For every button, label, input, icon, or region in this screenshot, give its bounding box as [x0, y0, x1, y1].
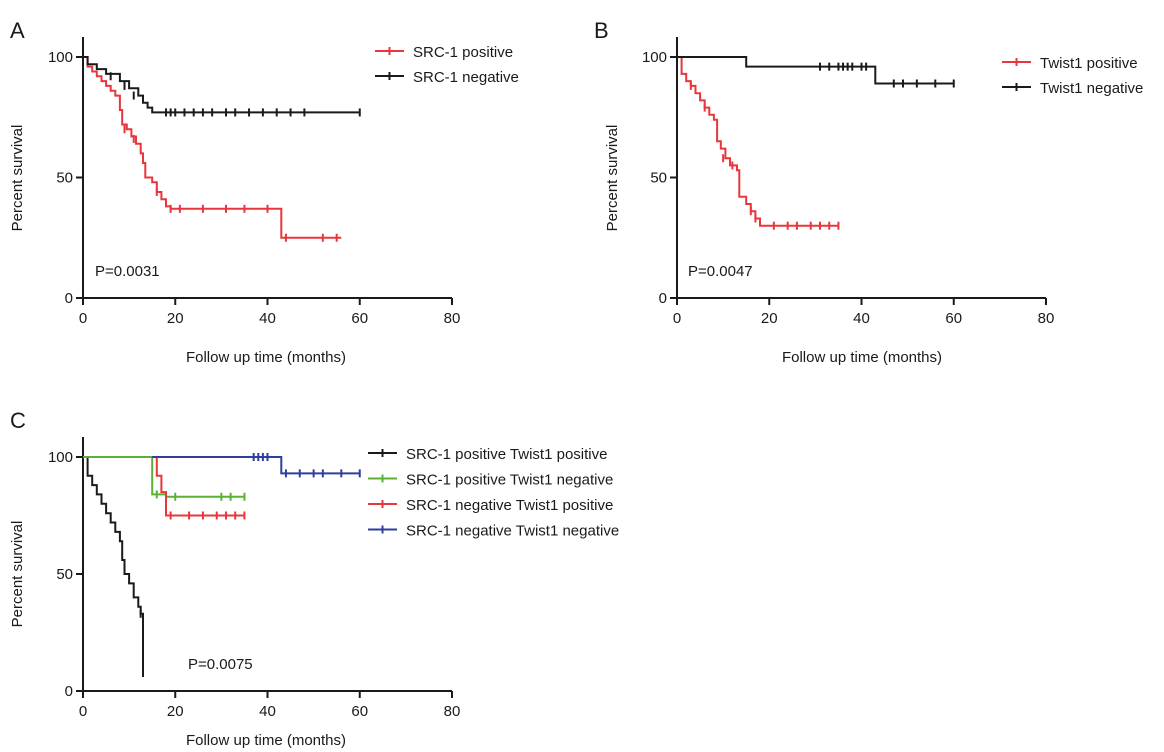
- x-tick-label: 40: [259, 703, 276, 720]
- x-axis-label: Follow up time (months): [186, 732, 346, 749]
- x-tick-label: 40: [259, 310, 276, 327]
- panel-letter: B: [594, 18, 609, 43]
- legend-label: SRC-1 negative Twist1 negative: [406, 523, 619, 540]
- p-value-annotation: P=0.0075: [188, 656, 253, 673]
- survival-curve-1: [83, 456, 144, 677]
- x-tick-label: 60: [945, 310, 962, 327]
- legend-label: SRC-1 positive Twist1 positive: [406, 446, 607, 463]
- chart-panel-a: A 0 20 40 60 80 0 50 100 Follow up time (months) P…: [9, 18, 519, 366]
- legend-label: SRC-1 negative: [413, 69, 519, 86]
- legend-label: SRC-1 positive Twist1 negative: [406, 472, 613, 489]
- y-tick-label: 0: [659, 290, 667, 307]
- x-tick-label: 60: [351, 703, 368, 720]
- y-tick-label: 100: [48, 449, 73, 466]
- y-tick-label: 50: [56, 566, 73, 583]
- x-tick-label: 0: [79, 703, 87, 720]
- chart-panel-b: B 0 20 40 60 80 0 50 100 Follow up time (months) P…: [594, 18, 1143, 366]
- x-tick-label: 80: [444, 310, 461, 327]
- x-tick-label: 0: [673, 310, 681, 327]
- y-tick-label: 0: [65, 683, 73, 700]
- x-axis-label: Follow up time (months): [186, 349, 346, 366]
- y-tick-label: 0: [65, 290, 73, 307]
- legend-label: Twist1 negative: [1040, 80, 1143, 97]
- p-value-annotation: P=0.0031: [95, 263, 160, 280]
- y-axis-label: Percent survival: [9, 521, 26, 628]
- y-tick-label: 100: [642, 49, 667, 66]
- chart-panel-c: C 0 20 40 60 80 0 50 100 Follow up time (months) P…: [9, 408, 619, 749]
- x-axis-label: Follow up time (months): [782, 349, 942, 366]
- survival-curve-1: [677, 56, 839, 227]
- y-tick-label: 50: [56, 170, 73, 187]
- x-tick-label: 60: [351, 310, 368, 327]
- y-tick-label: 50: [650, 170, 667, 187]
- y-axis-label: Percent survival: [604, 125, 621, 232]
- x-tick-label: 20: [167, 310, 184, 327]
- y-tick-label: 100: [48, 49, 73, 66]
- legend-label: Twist1 positive: [1040, 55, 1138, 72]
- survival-curve-3: [152, 456, 245, 517]
- x-tick-label: 80: [1038, 310, 1055, 327]
- survival-curve-1: [83, 56, 342, 239]
- panel-letter: C: [10, 408, 26, 433]
- x-tick-label: 0: [79, 310, 87, 327]
- survival-curve-2: [83, 56, 360, 114]
- legend-label: SRC-1 negative Twist1 positive: [406, 497, 613, 514]
- x-tick-label: 40: [853, 310, 870, 327]
- survival-curve-2: [83, 456, 245, 498]
- x-tick-label: 20: [761, 310, 778, 327]
- y-axis-label: Percent survival: [9, 125, 26, 232]
- x-tick-label: 80: [444, 703, 461, 720]
- survival-curve-4: [152, 456, 360, 475]
- p-value-annotation: P=0.0047: [688, 263, 753, 280]
- survival-curve-2: [677, 56, 954, 85]
- legend-label: SRC-1 positive: [413, 44, 513, 61]
- panel-letter: A: [10, 18, 25, 43]
- x-tick-label: 20: [167, 703, 184, 720]
